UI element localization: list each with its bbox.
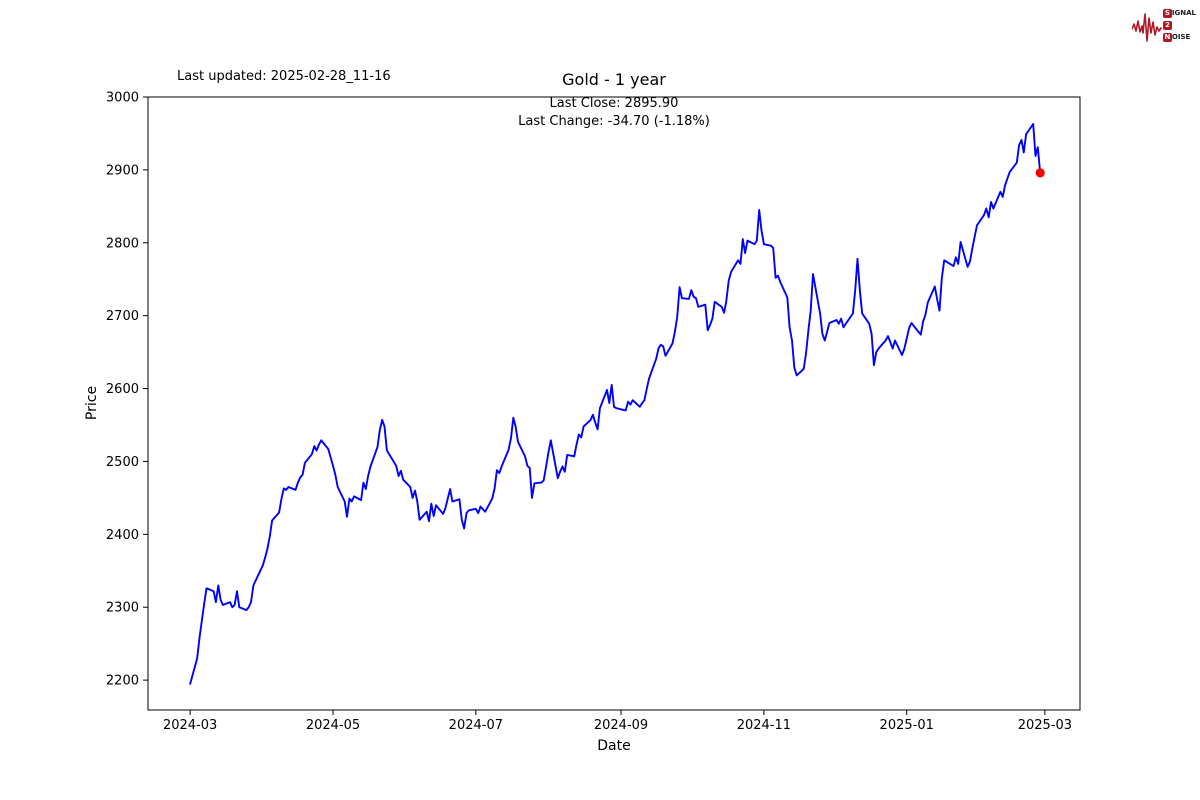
y-tick-label: 2600 bbox=[106, 382, 139, 397]
y-axis-ticks: 2200 2300 2400 2500 2600 2700 2800 2900 3000 bbox=[106, 91, 148, 689]
logo-row-2: 2 bbox=[1162, 20, 1196, 31]
last-updated-text: Last updated: 2025-02-28_11-16 bbox=[177, 69, 391, 84]
y-tick-label: 2800 bbox=[106, 236, 139, 251]
x-tick-label: 2025-01 bbox=[880, 718, 934, 733]
y-tick-label: 2900 bbox=[106, 163, 139, 178]
logo-text-oise: OISE bbox=[1171, 33, 1191, 41]
chart-title: Gold - 1 year bbox=[562, 70, 666, 89]
price-line bbox=[189, 123, 1042, 685]
logo-row-noise: N OISE bbox=[1162, 32, 1196, 43]
logo-waveform-icon bbox=[1131, 13, 1162, 42]
last-close-label: Last Close: 2895.90 bbox=[549, 96, 679, 111]
x-tick-label: 2024-07 bbox=[449, 718, 503, 733]
x-axis-label: Date bbox=[597, 738, 631, 754]
x-tick-label: 2024-03 bbox=[163, 718, 217, 733]
x-tick-label: 2025-03 bbox=[1018, 718, 1072, 733]
last-change-label: Last Change: -34.70 (-1.18%) bbox=[518, 114, 710, 129]
x-tick-label: 2024-09 bbox=[594, 718, 648, 733]
y-tick-label: 2700 bbox=[106, 309, 139, 324]
logo-letter-n: N bbox=[1162, 32, 1172, 42]
y-tick-label: 2400 bbox=[106, 528, 139, 543]
y-tick-label: 2500 bbox=[106, 455, 139, 470]
plot-border bbox=[147, 96, 1081, 711]
logo-letter-2: 2 bbox=[1162, 20, 1172, 30]
x-tick-label: 2024-05 bbox=[306, 718, 360, 733]
y-tick-label: 3000 bbox=[106, 91, 139, 106]
logo-text-ignal: IGNAL bbox=[1171, 9, 1196, 17]
logo-row-signal: S IGNAL bbox=[1162, 8, 1196, 19]
x-axis-ticks: 2024-03 2024-05 2024-07 2024-09 2024-11 2025-… bbox=[163, 710, 1072, 733]
y-tick-label: 2200 bbox=[106, 674, 139, 689]
last-price-marker bbox=[1035, 168, 1045, 178]
y-tick-label: 2300 bbox=[106, 601, 139, 616]
signal2noise-logo: S IGNAL 2 N OISE bbox=[1131, 5, 1196, 45]
logo-letter-s: S bbox=[1162, 8, 1172, 18]
x-tick-label: 2024-11 bbox=[737, 718, 791, 733]
